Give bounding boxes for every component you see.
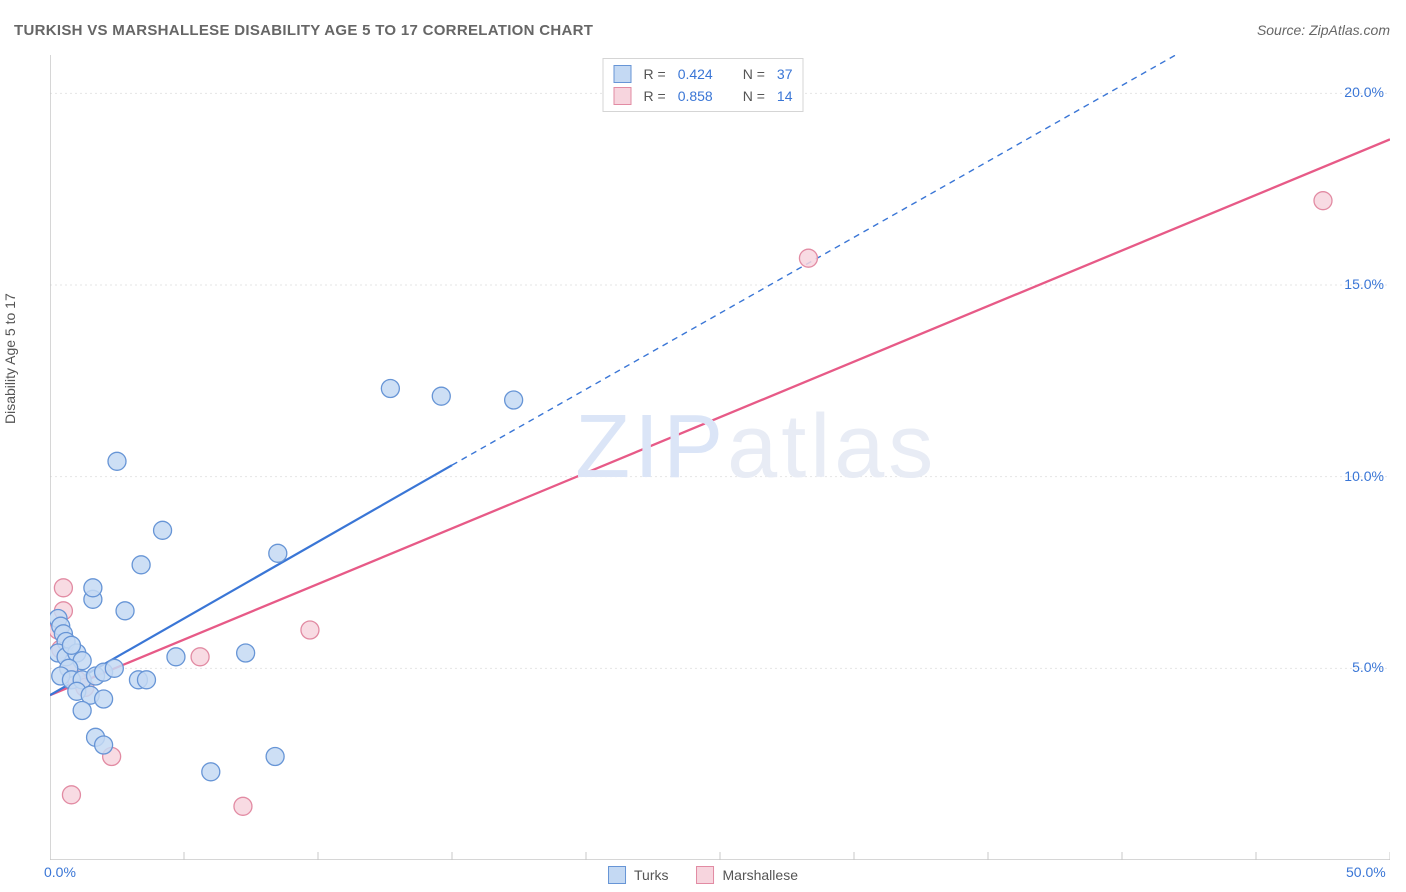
legend-item-turks: Turks: [608, 866, 668, 884]
r-value-marshallese: 0.858: [678, 88, 713, 104]
y-axis-label: Disability Age 5 to 17: [2, 293, 18, 424]
correlation-legend: R = 0.424 N = 37 R = 0.858 N = 14: [603, 58, 804, 112]
legend-row-turks: R = 0.424 N = 37: [614, 63, 793, 85]
chart-source: Source: ZipAtlas.com: [1257, 22, 1390, 38]
legend-label-turks: Turks: [634, 867, 668, 883]
legend-item-marshallese: Marshallese: [697, 866, 798, 884]
chart-title: TURKISH VS MARSHALLESE DISABILITY AGE 5 …: [14, 22, 593, 39]
y-tick-label: 5.0%: [1352, 659, 1384, 675]
series-legend: Turks Marshallese: [608, 866, 798, 884]
legend-label-marshallese: Marshallese: [723, 867, 798, 883]
y-tick-label: 15.0%: [1344, 276, 1384, 292]
n-value-turks: 37: [777, 66, 793, 82]
chart-container: TURKISH VS MARSHALLESE DISABILITY AGE 5 …: [0, 0, 1406, 892]
r-label: R =: [644, 88, 666, 104]
legend-swatch-turks-icon: [608, 866, 626, 884]
plot-area: ZIPatlas: [50, 55, 1390, 860]
legend-swatch-marshallese-icon: [697, 866, 715, 884]
y-tick-label: 20.0%: [1344, 84, 1384, 100]
n-value-marshallese: 14: [777, 88, 793, 104]
legend-swatch-turks: [614, 65, 632, 83]
scatter-plot: [50, 55, 1390, 860]
x-tick-label: 0.0%: [44, 864, 76, 880]
n-label: N =: [743, 66, 765, 82]
n-label: N =: [743, 88, 765, 104]
y-tick-label: 10.0%: [1344, 468, 1384, 484]
r-value-turks: 0.424: [678, 66, 713, 82]
legend-swatch-marshallese: [614, 87, 632, 105]
legend-row-marshallese: R = 0.858 N = 14: [614, 85, 793, 107]
r-label: R =: [644, 66, 666, 82]
x-tick-label: 50.0%: [1346, 864, 1386, 880]
